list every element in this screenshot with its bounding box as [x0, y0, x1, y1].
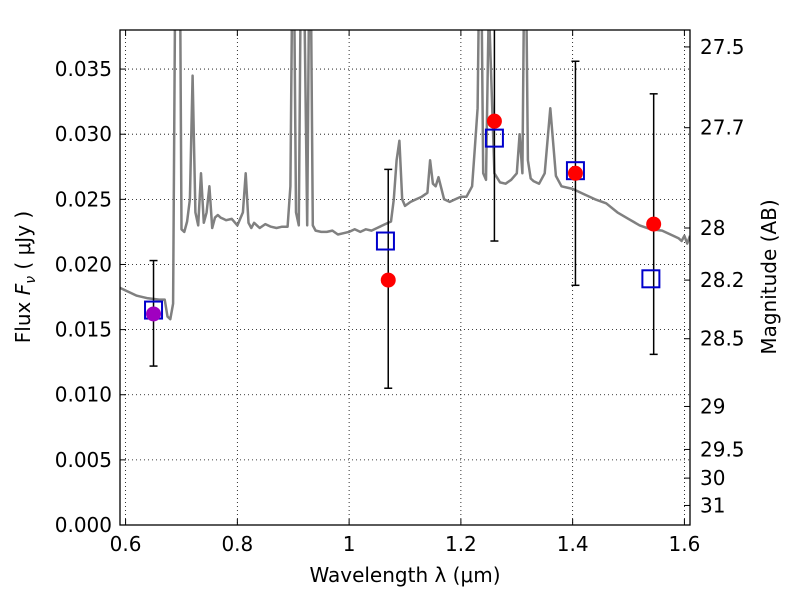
x-tick-label: 0.8 [221, 532, 253, 556]
model-square-marker [375, 231, 395, 251]
x-axis-title: Wavelength λ (μm) [309, 563, 500, 587]
right-tick-label: 28.5 [700, 327, 745, 351]
x-tick-label: 1.2 [445, 532, 477, 556]
observed-point [380, 272, 396, 288]
y-tick-label: 0.010 [55, 383, 112, 407]
y-tick-label: 0.020 [55, 252, 112, 276]
observed-point [486, 113, 502, 129]
plot-area [120, 30, 690, 389]
y-tick-label: 0.025 [55, 187, 112, 211]
right-tick-label: 27.5 [700, 35, 745, 59]
observed-point [567, 165, 583, 181]
observed-point [646, 216, 662, 232]
x-tick-label: 1.6 [669, 532, 701, 556]
y-tick-label: 0.035 [55, 57, 112, 81]
right-tick-label: 29.5 [700, 437, 745, 461]
x-tick-label: 1 [343, 532, 356, 556]
y-tick-label: 0.005 [55, 448, 112, 472]
plot-frame [119, 29, 691, 526]
model-square-marker [641, 269, 661, 289]
x-tick-label: 1.4 [557, 532, 589, 556]
right-tick-label: 29 [700, 394, 725, 418]
right-tick-label: 31 [700, 493, 725, 517]
y-tick-label: 0.015 [55, 318, 112, 342]
right-tick-label: 28 [700, 216, 725, 240]
y-tick-label: 0.030 [55, 122, 112, 146]
model-square-marker [484, 128, 504, 148]
right-tick-label: 30 [700, 466, 725, 490]
right-tick-label: 27.7 [700, 116, 745, 140]
right-axis-title: Magnitude (AB) [757, 199, 781, 354]
y-tick-label: 0.000 [55, 513, 112, 537]
grid [120, 30, 690, 526]
right-tick-label: 28.2 [700, 268, 745, 292]
template-spectrum-line [120, 30, 690, 321]
x-tick-label: 0.6 [110, 532, 142, 556]
axes: 0.6 0.8 1 1.2 1.4 1.6 0.000 0.005 0.010 0.015 0.02… [55, 30, 745, 556]
y-axis-title: Flux Fν ( μJy ) [11, 211, 39, 343]
observed-point [146, 306, 162, 322]
